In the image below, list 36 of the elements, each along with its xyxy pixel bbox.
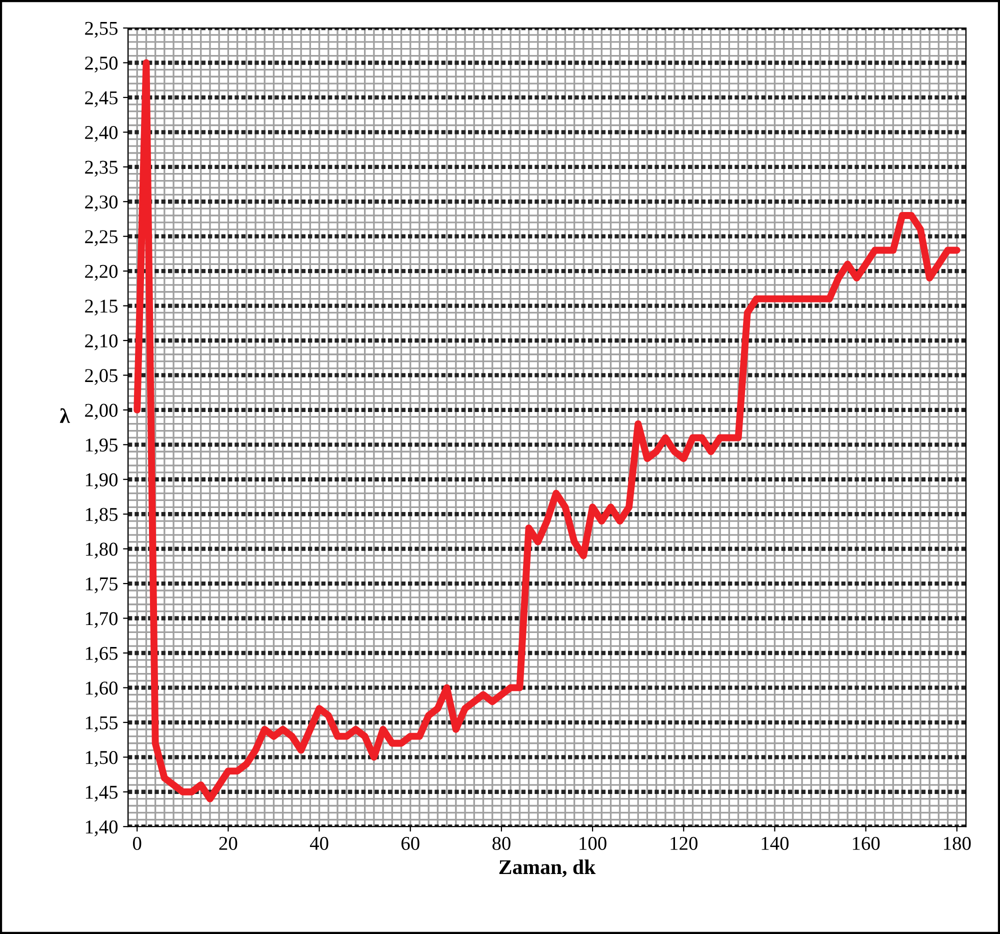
y-tick-label: 2,50 bbox=[85, 56, 118, 72]
y-tick-label: 2,05 bbox=[85, 369, 118, 385]
y-tick-label: 1,80 bbox=[86, 542, 118, 559]
x-tick-label: 120 bbox=[670, 836, 698, 850]
y-tick-label: 1,60 bbox=[86, 682, 118, 698]
y-tick-label: 2,55 bbox=[85, 22, 118, 38]
y-tick-label: 2,00 bbox=[85, 404, 118, 420]
x-tick-label: 0 bbox=[132, 836, 142, 850]
x-axis-title: Zaman, dk bbox=[499, 860, 596, 878]
y-tick-label: 1,70 bbox=[86, 612, 118, 628]
y-tick-label: 1,90 bbox=[86, 473, 118, 490]
y-tick-label: 1,45 bbox=[86, 786, 118, 802]
y-tick-label: 1,40 bbox=[86, 820, 118, 836]
y-tick-label: 1,50 bbox=[86, 750, 118, 767]
x-tick-label: 180 bbox=[944, 836, 971, 850]
x-tick-label: 80 bbox=[492, 836, 510, 850]
y-tick-label: 2,10 bbox=[85, 334, 118, 350]
x-tick-label: 20 bbox=[219, 836, 238, 850]
x-tick-label: 100 bbox=[580, 836, 606, 850]
x-tick-label: 40 bbox=[310, 836, 328, 850]
y-tick-label: 2,15 bbox=[85, 300, 118, 316]
x-tick-label: 60 bbox=[401, 836, 420, 850]
y-tick-label: 1,75 bbox=[86, 577, 118, 594]
x-tick-label: 160 bbox=[852, 836, 880, 850]
y-tick-label: 2,25 bbox=[85, 230, 118, 246]
y-tick-label: 2,20 bbox=[85, 264, 118, 281]
y-tick-label: 1,55 bbox=[86, 716, 118, 732]
y-tick-label: 2,30 bbox=[85, 195, 118, 212]
y-tick-label: 1,65 bbox=[86, 646, 118, 663]
y-tick-label: 1,95 bbox=[86, 438, 118, 454]
y-axis-title: λ bbox=[60, 408, 70, 423]
y-tick-label: 1,85 bbox=[86, 508, 118, 524]
y-tick-label: 2,40 bbox=[85, 126, 118, 142]
y-tick-label: 2,35 bbox=[85, 160, 118, 177]
x-tick-label: 140 bbox=[762, 836, 789, 850]
y-tick-label: 2,45 bbox=[85, 91, 118, 108]
